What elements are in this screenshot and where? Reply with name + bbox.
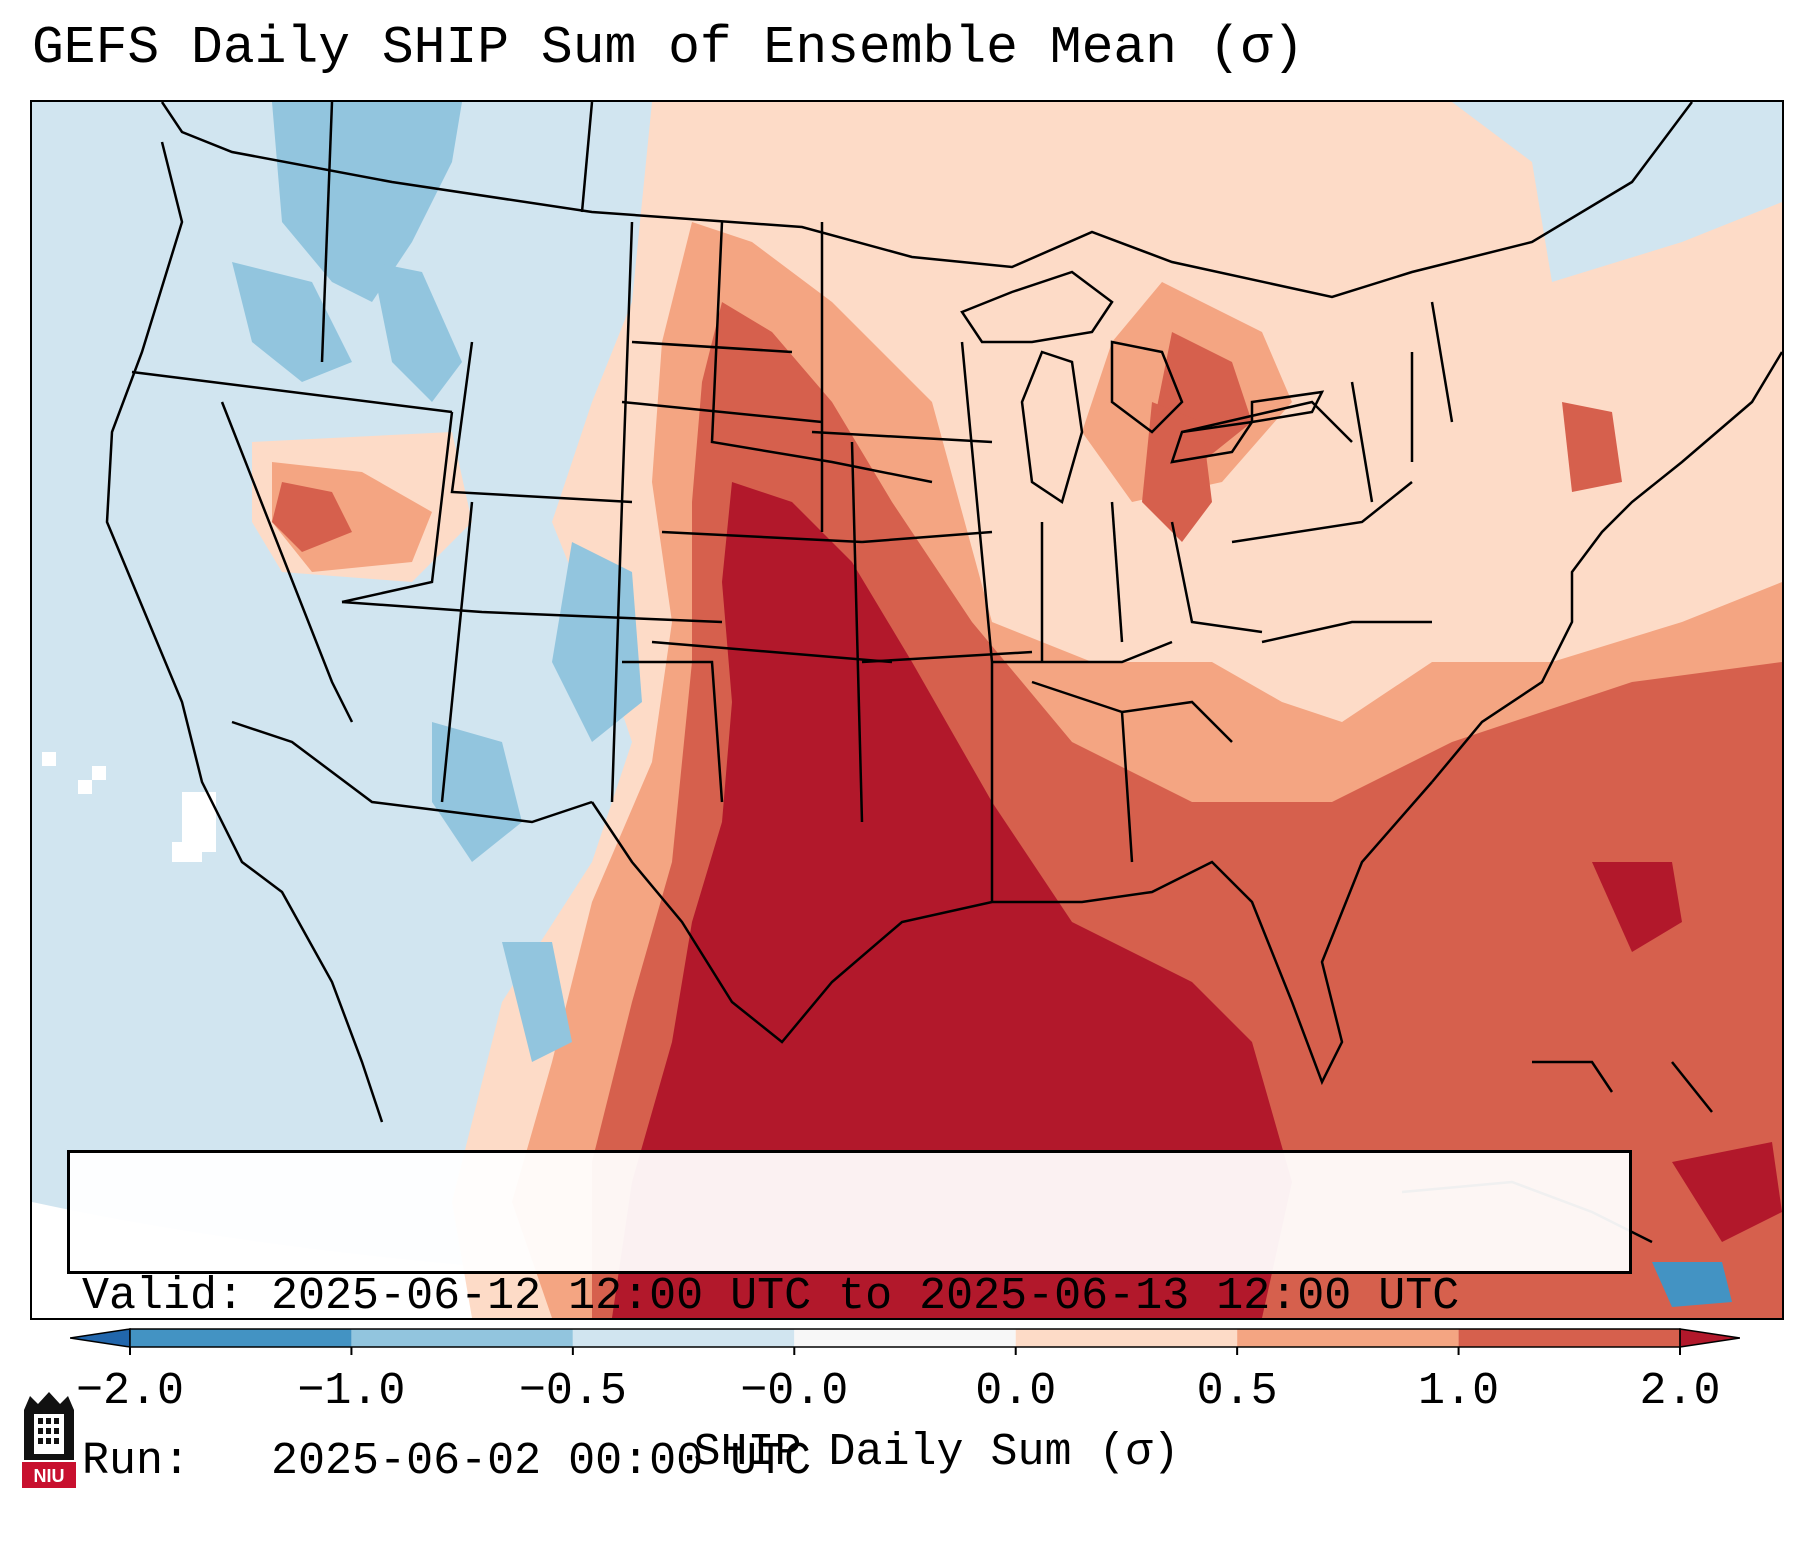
colorbar-tick-label: −0.0 (740, 1366, 849, 1417)
colorbar-label: SHIP Daily Sum (σ) (693, 1427, 1180, 1478)
map-svg (32, 102, 1782, 1318)
chart-title: GEFS Daily SHIP Sum of Ensemble Mean (σ) (32, 18, 1305, 78)
colorbar (70, 1328, 1740, 1355)
colorbar-tick-label: 2.0 (1639, 1366, 1721, 1417)
colorbar-tick-label: 1.0 (1418, 1366, 1500, 1417)
colorbar-extend-high (1679, 1328, 1740, 1348)
colorbar-tick-label: −2.0 (75, 1366, 185, 1417)
colorbar-tick-label: 0.5 (1196, 1366, 1278, 1417)
niu-logo: NIU (22, 1392, 76, 1488)
logo-text: NIU (34, 1466, 65, 1486)
colorbar-bin (130, 1329, 352, 1347)
missing-data-patches (42, 752, 216, 862)
colorbar-extend-low (70, 1328, 131, 1348)
colorbar-bin (794, 1329, 1016, 1347)
great-lakes (960, 270, 1325, 504)
colorbar-bin (1015, 1329, 1238, 1347)
colorbar-bin (572, 1329, 795, 1347)
colorbar-bin (351, 1329, 573, 1347)
valid-line: Valid: 2025-06-12 12:00 UTC to 2025-06-1… (82, 1269, 1617, 1324)
colorbar-bin (1237, 1329, 1459, 1347)
colorbar-tick-label: 0.0 (975, 1366, 1057, 1417)
colorbar-bin (1458, 1329, 1680, 1347)
valid-run-info-box: Valid: 2025-06-12 12:00 UTC to 2025-06-1… (67, 1150, 1632, 1487)
valid-label: Valid: (82, 1271, 245, 1322)
colorbar-tick-label: −1.0 (297, 1366, 406, 1417)
run-label: Run: (82, 1436, 191, 1487)
run-line: Run: 2025-06-02 00:00 UTC (82, 1434, 1617, 1489)
colorbar-outline (129, 1328, 1681, 1348)
colorbar-tick-label: −0.5 (518, 1366, 627, 1417)
valid-value: 2025-06-12 12:00 UTC to 2025-06-13 12:00… (271, 1271, 1460, 1322)
run-value: 2025-06-02 00:00 UTC (271, 1436, 812, 1487)
political-borders (105, 102, 1782, 1123)
map-panel (30, 100, 1784, 1320)
